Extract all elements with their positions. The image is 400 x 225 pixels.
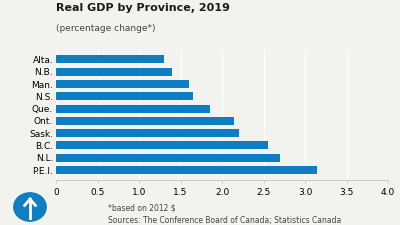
Bar: [56, 154, 280, 162]
Text: *based on 2012 $: *based on 2012 $: [108, 204, 176, 213]
Bar: [56, 68, 172, 76]
Text: Real GDP by Province, 2019: Real GDP by Province, 2019: [56, 3, 230, 13]
Bar: [56, 129, 238, 137]
Text: (percentage change*): (percentage change*): [56, 24, 156, 33]
Text: Sources: The Conference Board of Canada; Statistics Canada: Sources: The Conference Board of Canada;…: [108, 216, 341, 225]
Bar: [56, 142, 268, 149]
Bar: [56, 166, 318, 174]
Bar: [56, 105, 210, 112]
Bar: [56, 117, 234, 125]
Bar: [56, 92, 193, 100]
Bar: [56, 80, 189, 88]
Bar: [56, 55, 164, 63]
Circle shape: [14, 193, 46, 221]
